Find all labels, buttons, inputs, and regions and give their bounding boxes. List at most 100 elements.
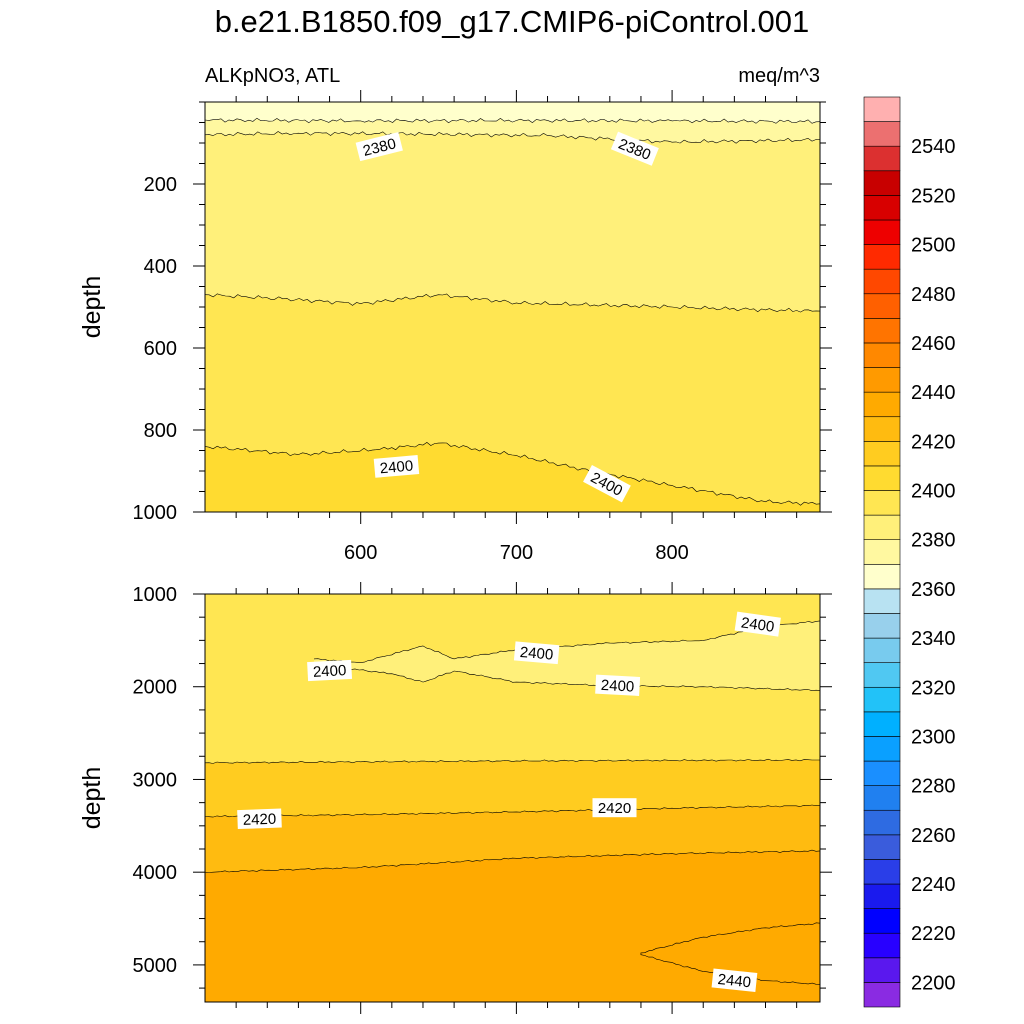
colorbar-box <box>863 563 901 590</box>
colorbar-box <box>863 268 901 295</box>
colorbar-box <box>863 957 901 983</box>
x-tick-label: 800 <box>655 542 688 564</box>
colorbar-box <box>863 613 901 639</box>
colorbar-box <box>863 170 901 196</box>
colorbar-box <box>863 736 901 762</box>
upper-panel: ALKpNO3, ATL meq/m^3 depth 2380 238024002… <box>78 65 832 564</box>
lower-panel: depth 2400 2400 2400 2400 2420 2420 2440 1000 2… <box>78 582 832 1014</box>
colorbar-label: 2340 <box>911 628 956 650</box>
contour-label: 2440 <box>711 968 758 992</box>
colorbar-box <box>863 342 901 368</box>
contour-line <box>205 804 820 818</box>
colorbar-box <box>863 834 901 860</box>
upper-axes: 200 400 600 800 1000 600 700 800 <box>133 90 832 564</box>
colorbar-label: 2520 <box>911 185 956 207</box>
contour-label-text: 2400 <box>313 662 347 681</box>
y-tick-label: 4000 <box>133 862 178 884</box>
lower-axes: 1000 2000 3000 4000 5000 <box>133 582 832 1014</box>
colorbar-box <box>863 883 901 909</box>
colorbar-label: 2500 <box>911 235 956 257</box>
colorbar-label: 2460 <box>911 333 956 355</box>
upper-contour-lines <box>205 117 820 506</box>
upper-y-axis-label: depth <box>78 276 106 339</box>
y-tick-label: 2000 <box>133 677 178 699</box>
contour-label-text: 2420 <box>243 811 277 829</box>
colorbar-label: 2540 <box>911 136 956 158</box>
colorbar-label: 2260 <box>911 825 956 847</box>
contour-line <box>205 131 820 144</box>
x-tick-label: 700 <box>500 542 533 564</box>
contour-label-text: 2440 <box>717 971 752 991</box>
colorbar-box <box>863 686 901 713</box>
y-tick-label: 800 <box>144 420 177 442</box>
colorbar-box <box>863 465 901 491</box>
contour-line <box>205 758 820 764</box>
colorbar-box <box>863 982 901 1008</box>
colorbar-box <box>863 195 901 221</box>
colorbar-box <box>863 760 901 786</box>
colorbar-label: 2400 <box>911 481 956 503</box>
colorbar-box <box>863 490 901 516</box>
colorbar-label: 2480 <box>911 284 956 306</box>
contour-label: 2420 <box>237 808 282 830</box>
colorbar-label: 2420 <box>911 431 956 453</box>
colorbar-box <box>863 637 901 663</box>
colorbar-label: 2440 <box>911 382 956 404</box>
upper-filled-contours <box>205 102 820 512</box>
lower-contour-lines <box>205 620 820 985</box>
colorbar-box <box>863 932 901 959</box>
contour-label-text: 2400 <box>379 457 414 477</box>
contour-line <box>205 293 820 313</box>
colorbar-box <box>863 539 901 565</box>
colorbar-box <box>863 219 901 245</box>
x-tick-label: 600 <box>344 542 377 564</box>
colorbar-box <box>863 318 901 344</box>
y-tick-label: 1000 <box>133 502 178 524</box>
colorbar-box <box>863 785 901 811</box>
colorbar-box <box>863 809 901 836</box>
colorbar-box <box>863 514 901 540</box>
contour-label: 2400 <box>734 611 781 637</box>
y-tick-label: 400 <box>144 256 177 278</box>
colorbar-box <box>863 441 901 467</box>
contour-label-text: 2400 <box>519 644 554 664</box>
colorbar-box <box>863 416 901 442</box>
colorbar-label: 2380 <box>911 530 956 552</box>
y-tick-label: 200 <box>144 174 177 196</box>
lower-filled-contours <box>205 594 820 1002</box>
chart-title: b.e21.B1850.f09_g17.CMIP6-piControl.001 <box>214 4 810 39</box>
colorbar-box <box>863 367 901 393</box>
y-tick-label: 3000 <box>133 769 178 791</box>
contour-band <box>205 442 820 512</box>
lower-y-axis-label: depth <box>78 767 106 830</box>
contour-line <box>205 117 820 124</box>
contour-label: 2420 <box>592 798 637 818</box>
contour-band <box>205 850 820 1002</box>
contour-label-text: 2400 <box>740 614 775 635</box>
contour-label: 2400 <box>595 674 641 696</box>
y-tick-label: 1000 <box>133 584 178 606</box>
variable-label: ALKpNO3, ATL <box>205 65 340 87</box>
contour-label-text: 2420 <box>598 800 631 817</box>
contour-label: 2400 <box>513 641 560 665</box>
colorbar-box <box>863 96 901 122</box>
colorbar-label: 2300 <box>911 727 956 749</box>
colorbar-box <box>863 908 901 934</box>
contour-label: 2400 <box>307 659 353 682</box>
colorbar-box <box>863 662 901 688</box>
colorbar-box <box>863 121 901 147</box>
units-label: meq/m^3 <box>738 65 820 87</box>
colorbar-label: 2360 <box>911 579 956 601</box>
colorbar-box <box>863 145 901 172</box>
colorbar-box <box>863 293 901 319</box>
y-tick-label: 600 <box>144 338 177 360</box>
colorbar-box <box>863 711 901 737</box>
colorbar-label: 2240 <box>911 874 956 896</box>
colorbar-label: 2200 <box>911 972 956 994</box>
colorbar-box <box>863 391 901 418</box>
colorbar-box <box>863 588 901 614</box>
colorbar: 2540 2520 2500 2480 2460 2440 2420 2400 2380 2360… <box>863 96 956 1008</box>
contour-label-text: 2400 <box>600 677 634 696</box>
contour-line <box>640 922 820 985</box>
